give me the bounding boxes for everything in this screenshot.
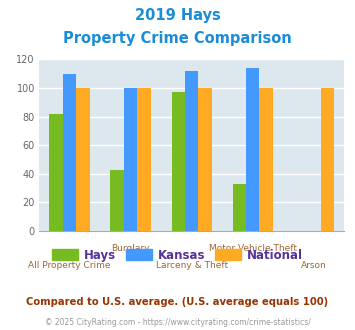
Text: Property Crime Comparison: Property Crime Comparison (63, 31, 292, 46)
Bar (185, 71, 198, 231)
Text: Larceny & Theft: Larceny & Theft (155, 261, 228, 270)
Text: © 2025 CityRating.com - https://www.cityrating.com/crime-statistics/: © 2025 CityRating.com - https://www.city… (45, 318, 310, 327)
Text: Arson: Arson (301, 261, 327, 270)
Legend: Hays, Kansas, National: Hays, Kansas, National (48, 244, 307, 266)
Text: 2019 Hays: 2019 Hays (135, 8, 220, 23)
Text: All Property Crime: All Property Crime (28, 261, 111, 270)
Bar (137, 88, 151, 231)
Bar (110, 170, 124, 231)
Bar (171, 92, 185, 231)
Bar (49, 114, 63, 231)
Bar (198, 88, 212, 231)
Text: Burglary: Burglary (111, 244, 150, 253)
Bar (246, 68, 260, 231)
Text: Motor Vehicle Theft: Motor Vehicle Theft (209, 244, 297, 253)
Bar (260, 88, 273, 231)
Bar (124, 88, 137, 231)
Bar (76, 88, 90, 231)
Bar (321, 88, 334, 231)
Text: Compared to U.S. average. (U.S. average equals 100): Compared to U.S. average. (U.S. average … (26, 297, 329, 307)
Bar (63, 74, 76, 231)
Bar (233, 184, 246, 231)
